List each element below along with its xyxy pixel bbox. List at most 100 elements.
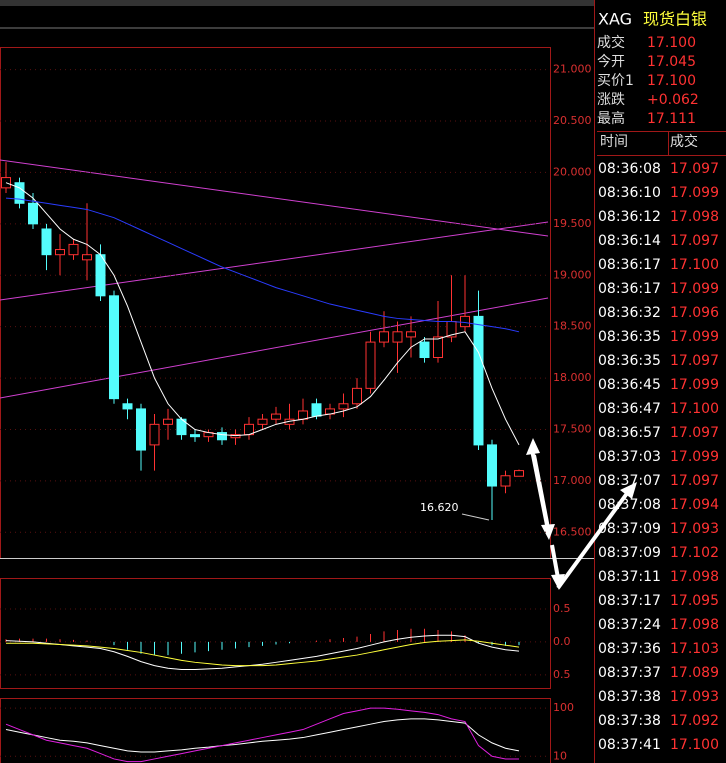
trade-time: 08:37:24	[598, 617, 661, 633]
candle-body	[257, 418, 268, 425]
candle-body	[122, 403, 133, 410]
trade-price: 17.097	[670, 473, 719, 489]
trade-price: 17.093	[670, 689, 719, 705]
quote-value: 17.100	[647, 73, 696, 89]
column-header: 时间	[600, 134, 628, 150]
candle-body	[406, 331, 416, 338]
candle-body	[190, 434, 200, 438]
arrows	[526, 438, 637, 590]
candle-body	[95, 254, 106, 297]
top-strip	[0, 0, 594, 6]
trend-line	[0, 297, 549, 399]
y-tick-label: 20.000	[553, 165, 592, 178]
trade-price: 17.099	[670, 449, 719, 465]
y-tick-label: 0.5	[553, 668, 571, 681]
candle-body	[514, 470, 524, 477]
candle-body	[460, 315, 470, 328]
trade-price: 17.093	[670, 521, 719, 537]
trade-price: 17.098	[670, 617, 719, 633]
trade-time: 08:36:08	[598, 161, 661, 177]
trade-price: 17.096	[670, 305, 719, 321]
candle-body	[284, 418, 295, 425]
quote-value: 17.111	[647, 111, 696, 127]
candle-body	[473, 315, 484, 446]
main-panel	[0, 47, 551, 559]
candle-body	[82, 254, 92, 261]
candle-body	[487, 444, 497, 487]
trade-time: 08:36:12	[598, 209, 661, 225]
annotation: 16.620	[420, 501, 459, 514]
candle-body	[28, 202, 38, 225]
trade-price: 17.103	[670, 641, 719, 657]
candle-body	[433, 336, 443, 359]
trade-time: 08:37:38	[598, 689, 661, 705]
candle-body	[365, 341, 376, 389]
trend-line	[0, 221, 549, 301]
trade-time: 08:36:45	[598, 377, 661, 393]
y-tick-label: 19.000	[553, 268, 592, 281]
trade-time: 08:37:03	[598, 449, 661, 465]
trade-time: 08:37:36	[598, 641, 661, 657]
y-tick-label: 17.500	[553, 422, 592, 435]
trade-price: 17.097	[670, 161, 719, 177]
trade-price: 17.100	[670, 257, 719, 273]
trade-time: 08:37:11	[598, 569, 661, 585]
trade-price: 17.099	[670, 329, 719, 345]
trade-time: 08:36:17	[598, 281, 661, 297]
candle-body	[500, 475, 511, 487]
trade-price: 17.102	[670, 545, 719, 561]
quote-value: 17.100	[647, 35, 696, 51]
trade-price: 17.098	[670, 209, 719, 225]
trade-time: 08:36:35	[598, 353, 661, 369]
indicator-line	[5, 197, 520, 333]
quote-label: 涨跌	[597, 92, 625, 108]
trade-time: 08:36:14	[598, 233, 661, 249]
indicator-line	[5, 718, 520, 753]
candle-body	[352, 387, 362, 405]
candle-body	[163, 418, 173, 425]
trade-price: 17.099	[670, 281, 719, 297]
candle-body	[55, 249, 65, 256]
candle-body	[109, 295, 119, 400]
y-tick-label: 16.500	[553, 525, 592, 538]
y-tick-label: 0.5	[553, 602, 571, 615]
candle-body	[217, 432, 227, 441]
trade-price: 17.099	[670, 377, 719, 393]
y-tick-label: 18.000	[553, 371, 592, 384]
y-tick-label: 18.500	[553, 320, 592, 333]
trade-price: 17.099	[670, 185, 719, 201]
candle-body	[392, 331, 403, 343]
candle-body	[311, 403, 322, 417]
y-tick-label: 100	[553, 701, 574, 714]
symbol-code: XAG	[598, 10, 632, 29]
annotation-line	[461, 513, 490, 521]
y-tick-label: 10	[553, 749, 567, 762]
quote-label: 今开	[597, 54, 625, 70]
quote-label: 买价1	[597, 73, 634, 89]
trade-price: 17.094	[670, 497, 719, 513]
trade-price: 17.100	[670, 737, 719, 753]
trade-time: 08:37:41	[598, 737, 661, 753]
trade-time: 08:36:17	[598, 257, 661, 273]
candle-body	[230, 434, 241, 439]
candle-body	[149, 423, 160, 446]
trade-price: 17.095	[670, 593, 719, 609]
macd-panel	[0, 578, 551, 689]
trend-line	[0, 159, 549, 237]
trade-time: 08:36:35	[598, 329, 661, 345]
candle-body	[338, 403, 349, 410]
candle-body	[136, 408, 146, 451]
y-tick-label: 17.000	[553, 474, 592, 487]
y-tick-label: 21.000	[553, 63, 592, 76]
trade-time: 08:37:17	[598, 593, 661, 609]
trade-price: 17.092	[670, 713, 719, 729]
trade-time: 08:36:32	[598, 305, 661, 321]
candle-body	[68, 243, 79, 256]
candle-body	[14, 182, 25, 204]
quote-label: 最高	[597, 110, 625, 127]
trade-time: 08:37:37	[598, 665, 661, 681]
trade-time: 08:37:08	[598, 497, 661, 513]
kdj-panel	[0, 698, 551, 763]
quote-value: 17.045	[647, 54, 696, 70]
